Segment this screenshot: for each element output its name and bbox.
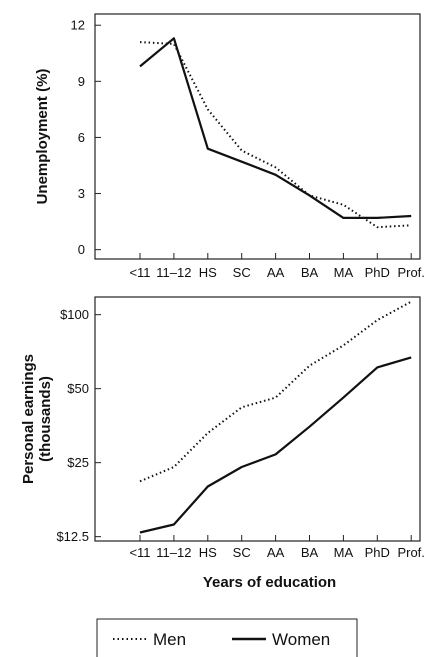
- series-line-men: [139, 41, 412, 229]
- series-line-women: [139, 356, 412, 534]
- x-tick-label: SC: [233, 545, 251, 560]
- x-tick-label: AA: [267, 265, 285, 280]
- x-tick-label: 11–12: [156, 545, 191, 560]
- x-tick-label: SC: [233, 265, 251, 280]
- x-tick-label: Prof.: [397, 545, 424, 560]
- x-tick-label: HS: [199, 545, 217, 560]
- y-tick-label: 6: [78, 130, 85, 145]
- x-tick-label: PhD: [365, 545, 390, 560]
- x-tick-label: 11–12: [156, 265, 191, 280]
- series-line-women: [139, 37, 412, 219]
- legend-women-label: Women: [272, 630, 330, 649]
- y-tick-label: $25: [67, 455, 89, 470]
- y-axis-title-line2: (thousands): [37, 376, 54, 462]
- x-axis-title: Years of education: [203, 574, 336, 591]
- x-tick-label: PhD: [365, 265, 390, 280]
- y-tick-label: 3: [78, 186, 85, 201]
- legend: Men Women: [96, 618, 358, 657]
- x-tick-label: BA: [301, 265, 319, 280]
- y-tick-label: 12: [71, 18, 85, 33]
- x-tick-label: HS: [199, 265, 217, 280]
- x-tick-label: <11: [129, 265, 150, 280]
- y-tick-label: 9: [78, 74, 85, 89]
- unemployment-panel: 0 3 6 9 12 <11 11–12 HS SC AA BA MA PhD Prof. Unemploy…: [34, 13, 425, 280]
- y-tick-label: $12.5: [56, 529, 89, 544]
- x-tick-label: Prof.: [397, 265, 424, 280]
- y-tick-label: $50: [67, 381, 89, 396]
- earnings-panel: $12.5 $25 $50 $100 <11 11–12 HS SC AA BA MA PhD Prof…: [20, 296, 425, 591]
- legend-men-label: Men: [153, 630, 186, 649]
- x-tick-label: MA: [334, 265, 354, 280]
- x-tick-label: BA: [301, 545, 319, 560]
- y-tick-label: $100: [60, 307, 89, 322]
- x-tick-label: AA: [267, 545, 285, 560]
- plot-frame: [94, 13, 421, 260]
- x-tick-label: <11: [129, 545, 150, 560]
- plot-frame: [94, 296, 421, 542]
- series-line-men: [139, 300, 412, 483]
- y-axis-title-line1: Personal earnings: [20, 354, 37, 484]
- y-axis-title: Unemployment (%): [34, 69, 51, 205]
- y-tick-label: 0: [78, 242, 85, 257]
- y-axis-title: Personal earnings(thousands): [20, 354, 54, 484]
- x-tick-label: MA: [334, 545, 354, 560]
